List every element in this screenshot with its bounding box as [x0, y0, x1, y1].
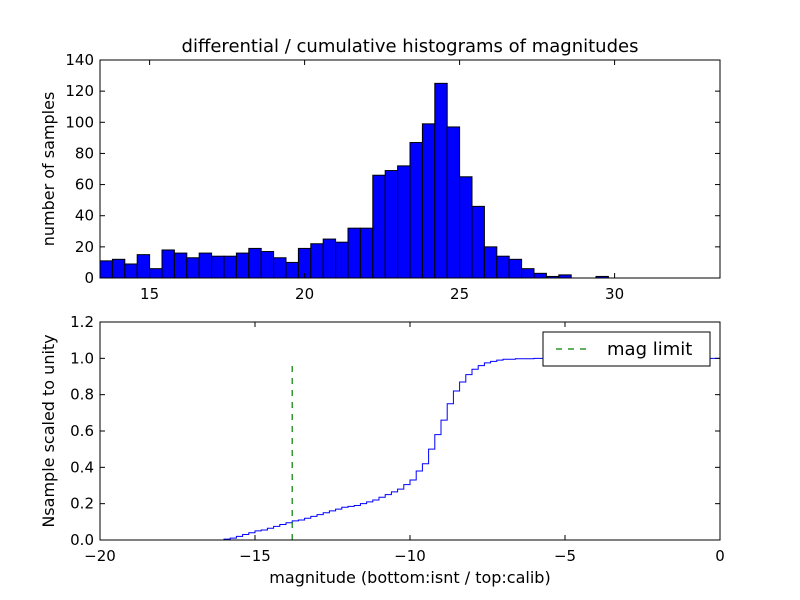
- histogram-bar: [471, 205, 485, 279]
- legend-label: mag limit: [607, 339, 692, 360]
- histogram-bar: [483, 246, 498, 279]
- histogram-bar: [285, 261, 299, 279]
- x-tick-label: 30: [605, 285, 624, 303]
- histogram-bar: [99, 260, 113, 279]
- histogram-bar: [248, 247, 262, 279]
- histogram-bar: [273, 257, 287, 279]
- legend: mag limit: [542, 331, 711, 367]
- x-tick-label: 0: [715, 547, 725, 565]
- histogram-bar: [322, 238, 337, 279]
- chart-title: differential / cumulative histograms of …: [182, 36, 639, 57]
- y-tick-label: 0.2: [70, 495, 94, 513]
- x-tick-label: 15: [140, 285, 159, 303]
- bottom-x-axis-label: magnitude (bottom:isnt / top:calib): [269, 568, 550, 587]
- y-tick-label: 60: [75, 176, 94, 194]
- top-axes-frame: [99, 59, 721, 279]
- histogram-bar: [149, 268, 163, 279]
- histogram-bars: [99, 82, 609, 279]
- histogram-bar: [310, 243, 324, 279]
- histogram-bar: [335, 241, 349, 279]
- histogram-bar: [421, 123, 436, 279]
- histogram-bar: [186, 257, 200, 279]
- histogram-bar: [260, 251, 275, 279]
- histogram-bar: [533, 272, 547, 279]
- bottom-y-axis-label: Nsample scaled to unity: [39, 334, 58, 527]
- top-histogram-panel: differential / cumulative histograms of …: [39, 36, 721, 303]
- y-tick-label: 0.0: [70, 531, 94, 549]
- cumulative-step-line: [100, 357, 721, 541]
- histogram-bar: [173, 252, 188, 279]
- histogram-bar: [384, 170, 399, 279]
- x-tick-label: 25: [450, 285, 469, 303]
- y-tick-label: 100: [65, 113, 94, 131]
- x-tick-label: −5: [554, 547, 576, 565]
- y-tick-label: 0.6: [70, 422, 94, 440]
- x-tick-label: 20: [295, 285, 314, 303]
- bottom-axis-ticks: −20 −15 −10 −5 0 0.0 0.2 0.4 0.6 0.8 1.0 1.2: [70, 313, 725, 565]
- histogram-bar: [198, 252, 213, 279]
- y-tick-label: 0.8: [70, 386, 94, 404]
- histogram-bar: [161, 249, 175, 279]
- histogram-bar: [211, 255, 225, 279]
- y-tick-label: 0: [84, 269, 94, 287]
- histogram-bar: [235, 252, 250, 279]
- y-tick-label: 1.0: [70, 349, 94, 367]
- y-tick-label: 140: [65, 51, 94, 69]
- histogram-bar: [136, 254, 151, 279]
- y-tick-label: 20: [75, 238, 94, 256]
- y-tick-label: 120: [65, 82, 94, 100]
- histogram-bar: [111, 258, 126, 279]
- histogram-bar: [521, 268, 535, 279]
- y-tick-label: 40: [75, 207, 94, 225]
- histogram-bar: [397, 165, 411, 279]
- x-tick-label: −10: [394, 547, 426, 565]
- top-y-axis-label: number of samples: [39, 92, 58, 247]
- histogram-bar: [446, 126, 461, 279]
- y-tick-label: 1.2: [70, 313, 94, 331]
- top-axis-ticks: 15 20 25 30 0 20 40 60 80 100 120 140: [65, 51, 720, 303]
- histogram-bar: [409, 142, 423, 279]
- histogram-bar: [496, 255, 510, 279]
- histogram-bar: [347, 227, 361, 279]
- cumulative-lines: [100, 357, 721, 541]
- histogram-bar: [372, 174, 386, 279]
- histogram-bar: [359, 227, 374, 279]
- y-tick-label: 80: [75, 144, 94, 162]
- y-tick-label: 0.4: [70, 458, 94, 476]
- bottom-cumulative-panel: −20 −15 −10 −5 0 0.0 0.2 0.4 0.6 0.8 1.0 1.2 Nsampl…: [39, 313, 725, 587]
- x-tick-label: −15: [239, 547, 271, 565]
- x-tick-label: −20: [84, 547, 116, 565]
- histogram-bar: [508, 258, 523, 279]
- histogram-bar: [434, 82, 448, 279]
- histogram-bar: [223, 255, 237, 279]
- histogram-bar: [459, 176, 473, 279]
- histogram-bar: [124, 263, 138, 279]
